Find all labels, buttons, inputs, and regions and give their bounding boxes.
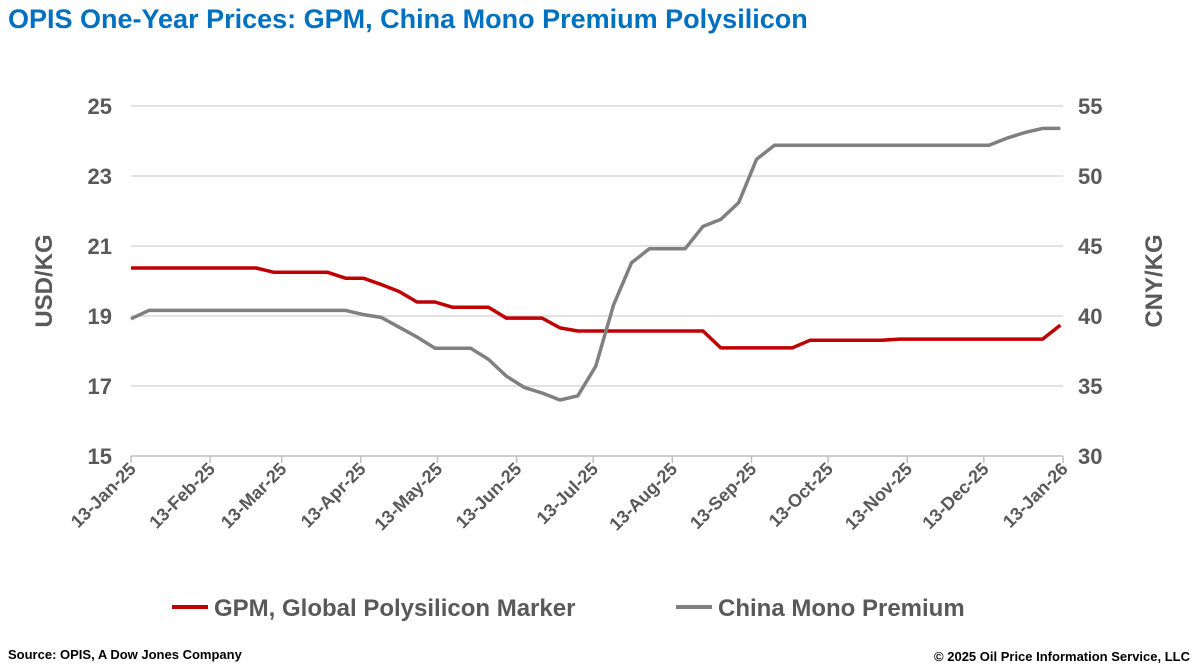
x-tick-label: 13-Feb-25	[145, 459, 219, 533]
y-tick-label: 25	[88, 94, 112, 119]
y2-tick-label: 40	[1078, 304, 1102, 329]
y-tick-label: 23	[88, 164, 112, 189]
series-line-china-mono-premium	[130, 126, 1061, 402]
x-tick-label: 13-Jun-25	[452, 459, 526, 533]
y2-tick-label: 45	[1078, 234, 1102, 259]
legend-label: China Mono Premium	[718, 595, 965, 622]
chart-title: OPIS One-Year Prices: GPM, China Mono Pr…	[8, 4, 808, 34]
y2-tick-label: 35	[1078, 374, 1102, 399]
x-tick-label: 13-Jan-26	[999, 459, 1072, 532]
legend-label: GPM, Global Polysilicon Marker	[214, 595, 575, 622]
y-tick-label: 21	[88, 234, 112, 259]
x-tick-label: 13-Sep-25	[686, 459, 760, 533]
x-tick-label: 13-Jan-25	[67, 459, 140, 532]
source-note: Source: OPIS, A Dow Jones Company	[8, 647, 242, 662]
series-line-gpm	[131, 266, 1062, 350]
y-tick-label: 19	[88, 304, 112, 329]
x-tick-label: 13-Nov-25	[841, 459, 916, 534]
copyright-note: © 2025 Oil Price Information Service, LL…	[934, 649, 1190, 664]
y2-tick-label: 30	[1078, 444, 1102, 469]
x-tick-label: 13-Oct-25	[765, 459, 837, 531]
x-tick-label: 13-Aug-25	[605, 459, 681, 535]
x-tick-label: 13-Mar-25	[217, 459, 291, 533]
y2-axis-title: CNY/KG	[1141, 234, 1168, 327]
y2-tick-label: 55	[1078, 94, 1102, 119]
y2-tick-label: 50	[1078, 164, 1102, 189]
x-tick-label: 13-Apr-25	[297, 459, 370, 532]
y-tick-label: 17	[88, 374, 112, 399]
x-tick-label: 13-Jul-25	[533, 459, 602, 528]
y-axis-title: USD/KG	[31, 234, 58, 327]
x-tick-label: 13-May-25	[371, 459, 447, 535]
x-tick-label: 13-Dec-25	[918, 459, 992, 533]
y-tick-label: 15	[88, 444, 112, 469]
